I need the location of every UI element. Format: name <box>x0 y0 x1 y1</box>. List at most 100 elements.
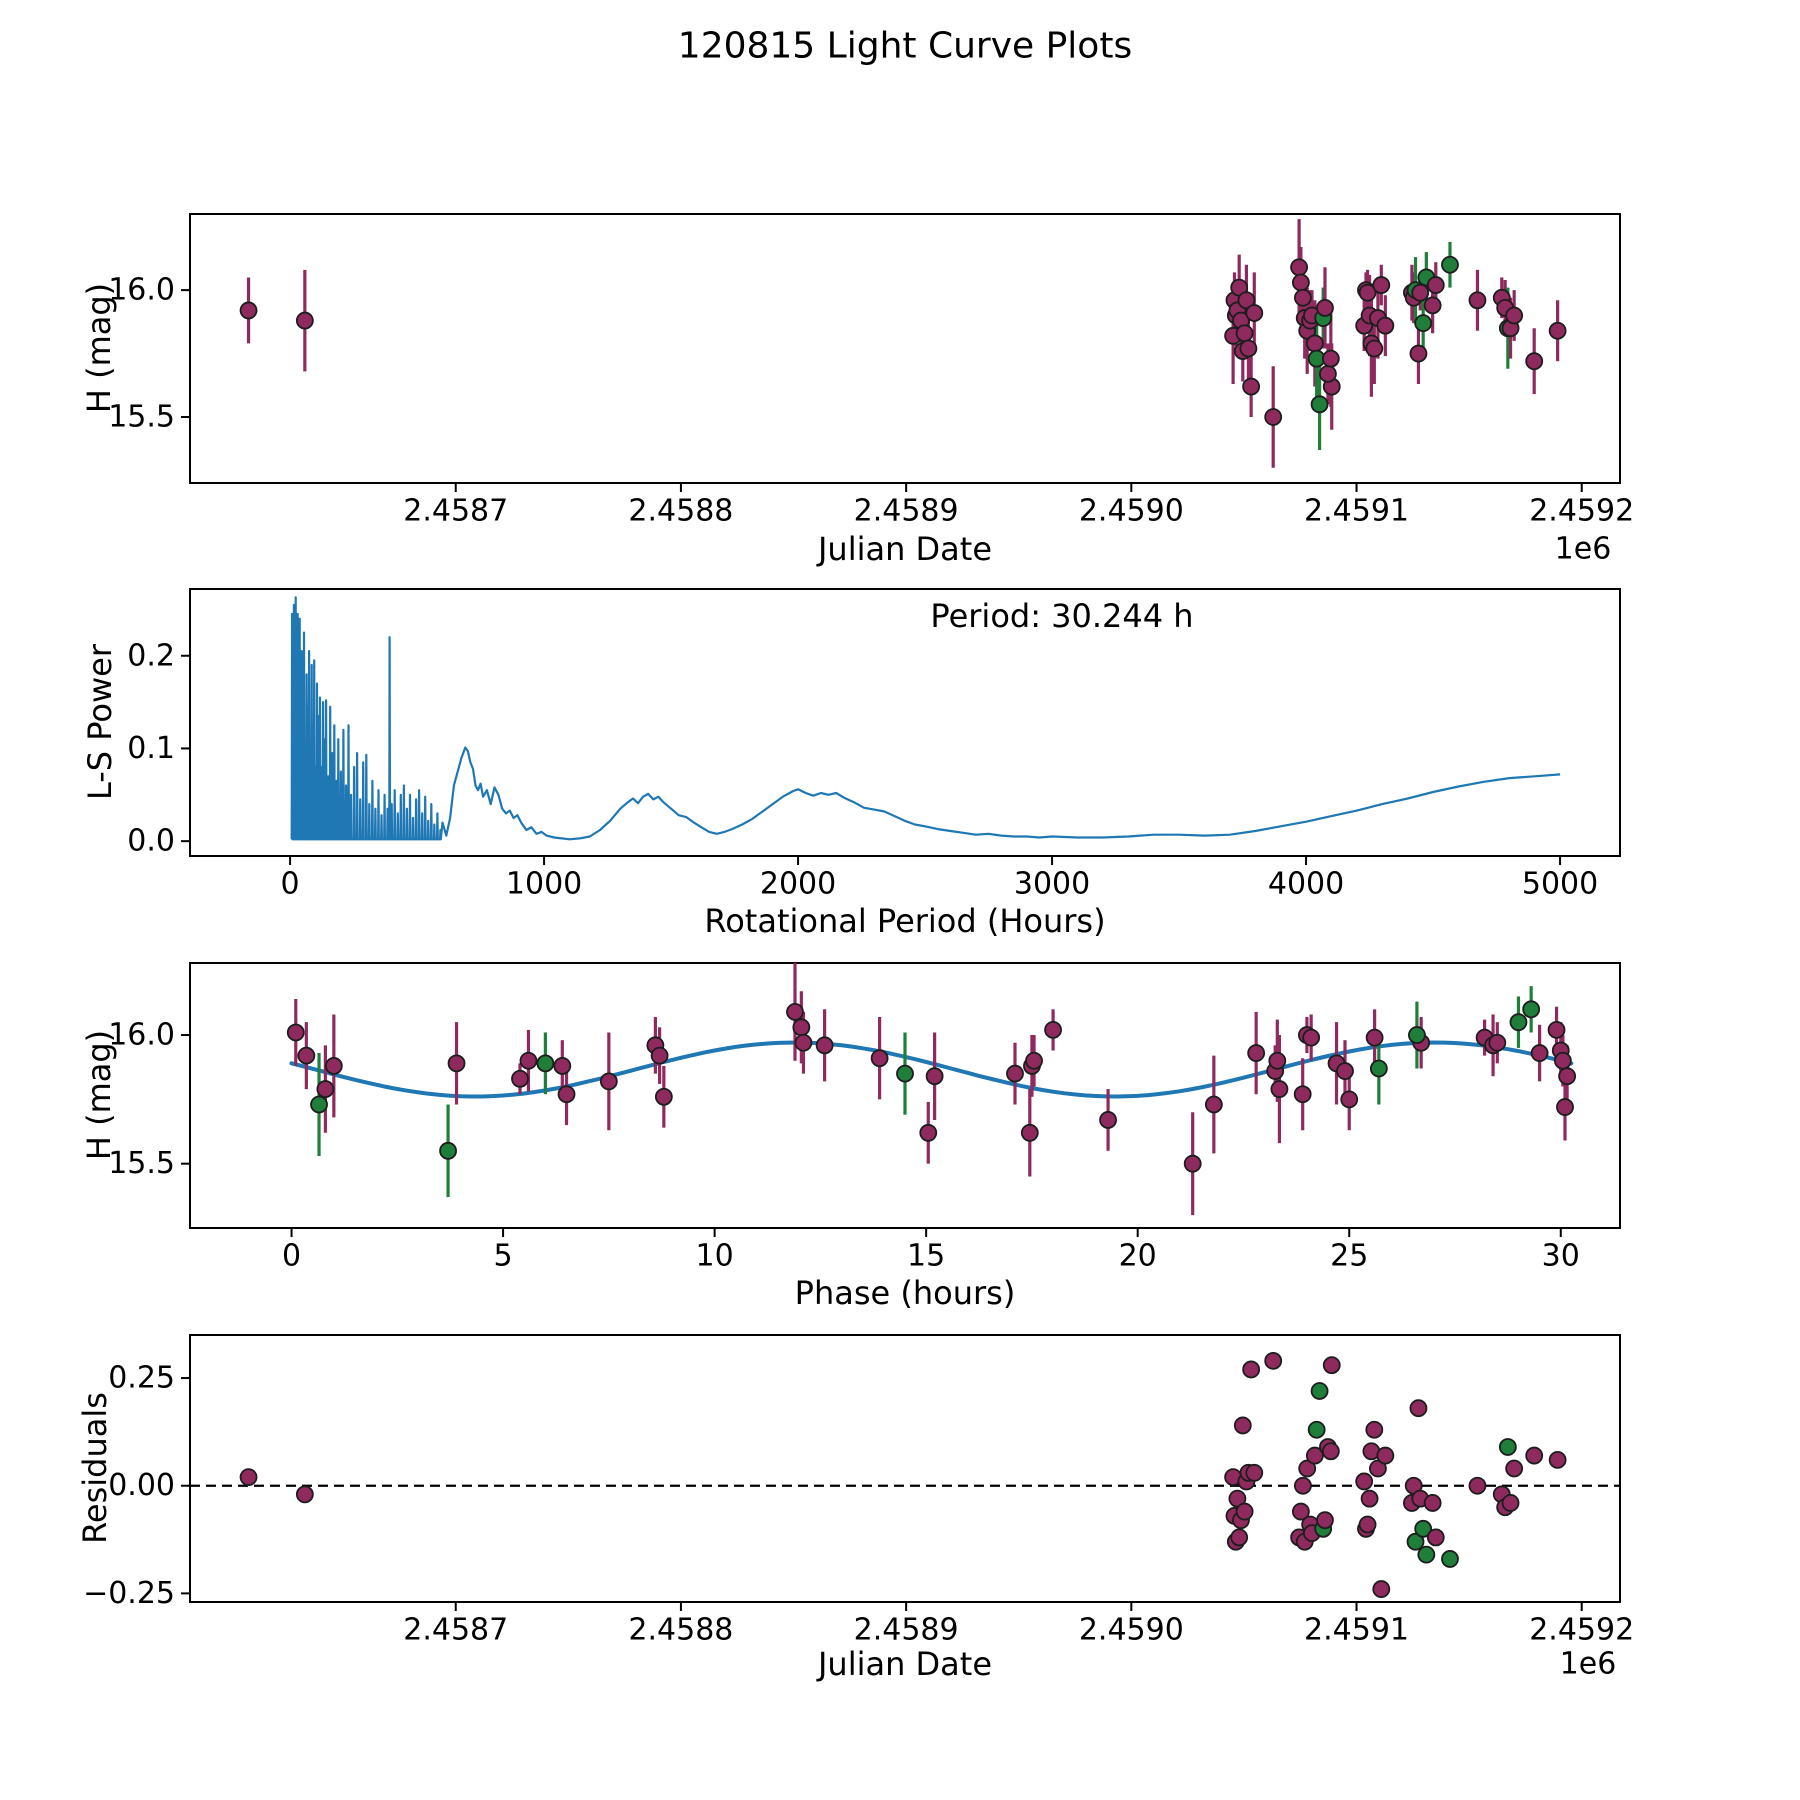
periodogram-ytick-label: 0.1 <box>127 731 175 766</box>
phase-data-point <box>1547 1020 1566 1039</box>
residuals-data-point <box>1264 1351 1283 1370</box>
residuals-data-point <box>1235 1502 1254 1521</box>
residuals-data-point <box>1501 1494 1520 1512</box>
lightcurve-data-point <box>1525 352 1544 371</box>
period-annotation: Period: 30.244 h <box>930 597 1194 635</box>
phase-data-point <box>1302 1028 1321 1047</box>
lightcurve-data-point <box>1321 349 1340 368</box>
phase-data-point <box>439 1141 457 1160</box>
residuals-data-point <box>1233 1416 1252 1435</box>
phase-data-point <box>1099 1111 1117 1129</box>
phase-data-point <box>650 1046 669 1065</box>
phase-data-point <box>1020 1123 1039 1142</box>
phase-ytick-label: 16.0 <box>108 1018 175 1053</box>
residuals-data-point <box>1365 1420 1384 1439</box>
residuals-data-point <box>295 1485 314 1504</box>
residuals-ytick-label: −0.25 <box>83 1576 175 1611</box>
phase-data-point <box>1522 1000 1541 1019</box>
residuals-data-point <box>1417 1545 1436 1564</box>
residuals-data-point <box>1525 1446 1544 1465</box>
phase-data-point <box>310 1095 328 1114</box>
phase-data-point <box>792 1018 811 1037</box>
lightcurve-data-point <box>1316 298 1334 317</box>
residuals-data-point <box>1414 1519 1433 1538</box>
phase-data-point <box>1488 1033 1507 1052</box>
phase-data-point <box>557 1085 576 1104</box>
residuals-data-point <box>1294 1476 1312 1495</box>
phase-data-point <box>925 1067 944 1086</box>
phase-data-point <box>1025 1051 1043 1070</box>
lightcurve-xlabel: Julian Date <box>817 530 993 568</box>
phase-ylabel: H (mag) <box>80 1029 118 1161</box>
residuals-xtick-label: 2.4587 <box>403 1613 508 1648</box>
periodogram-xtick-label: 2000 <box>760 867 836 902</box>
residuals-xtick-label: 2.4589 <box>854 1613 959 1648</box>
phase-data-point <box>1558 1067 1577 1086</box>
residuals-data-point <box>1230 1528 1249 1547</box>
residuals-data-point <box>1316 1511 1334 1530</box>
lightcurve-xtick-label: 2.4590 <box>1079 494 1184 529</box>
phase-data-point <box>1365 1028 1384 1047</box>
periodogram-xtick-label: 0 <box>281 867 300 902</box>
figure-title: 120815 Light Curve Plots <box>677 25 1133 67</box>
residuals-data-point <box>239 1468 258 1487</box>
lightcurve-data-point <box>1468 291 1487 310</box>
residuals-data-point <box>1548 1450 1567 1469</box>
phase-data-point <box>599 1072 618 1091</box>
phase-data-point <box>1340 1090 1359 1109</box>
residuals-data-point <box>1498 1438 1517 1456</box>
lightcurve-data-point <box>1441 255 1459 274</box>
phase-data-point <box>919 1123 938 1142</box>
lightcurve-data-point <box>1423 296 1442 315</box>
residuals-data-point <box>1310 1382 1329 1400</box>
residuals-data-point <box>1305 1446 1324 1465</box>
residuals-data-point <box>1369 1459 1387 1478</box>
phase-data-point <box>519 1051 538 1070</box>
lightcurve-data-point <box>1290 258 1308 277</box>
residuals-data-point <box>1372 1580 1391 1598</box>
residuals-data-point <box>1245 1463 1264 1482</box>
lightcurve-data-point <box>1548 321 1567 340</box>
phase-data-point <box>1408 1026 1426 1044</box>
phase-data-point <box>1530 1044 1549 1062</box>
phase-data-point <box>297 1046 316 1065</box>
phase-data-point <box>870 1049 889 1068</box>
phase-xtick-label: 10 <box>696 1239 734 1274</box>
lightcurve-data-point <box>295 311 314 330</box>
residuals-data-point <box>1298 1459 1317 1478</box>
lightcurve-data-point <box>239 301 258 320</box>
lightcurve-data-point <box>1411 283 1430 302</box>
sinusoid-fit-line <box>289 1040 1574 1099</box>
residuals-xtick-label: 2.4592 <box>1529 1613 1634 1648</box>
residuals-data-point <box>1423 1494 1442 1512</box>
residuals-xlabel: Julian Date <box>817 1645 993 1683</box>
lightcurve-data-point <box>1426 276 1445 294</box>
residuals-axis-offset: 1e6 <box>1559 1646 1617 1682</box>
residuals-xtick-label: 2.4588 <box>628 1613 733 1648</box>
phase-data-point <box>1183 1154 1202 1173</box>
lightcurve-data-point <box>1235 324 1254 343</box>
residuals-plot-area <box>189 1334 1621 1603</box>
phase-xtick-label: 30 <box>1542 1239 1580 1274</box>
lightcurve-data-point <box>1291 273 1310 292</box>
lightcurve-xtick-label: 2.4588 <box>628 494 733 529</box>
phase-data-point <box>1270 1080 1289 1098</box>
lightcurve-data-point <box>1372 276 1391 294</box>
residuals-data-point <box>1441 1550 1459 1568</box>
lightcurve-xtick-label: 2.4591 <box>1304 494 1409 529</box>
residuals-data-point <box>1406 1532 1425 1551</box>
phase-data-point <box>1509 1013 1528 1032</box>
residuals-data-point <box>1321 1442 1340 1461</box>
lightcurve-plot-area <box>189 213 1621 484</box>
residuals-data-point <box>1355 1472 1374 1491</box>
lightcurve-data-point <box>1242 377 1261 396</box>
lightcurve-data-point <box>1310 395 1329 414</box>
lightcurve-data-point <box>1319 364 1337 383</box>
lightcurve-data-point <box>1414 314 1433 333</box>
lightcurve-axis-offset: 1e6 <box>1554 531 1612 567</box>
lightcurve-xtick-label: 2.4589 <box>854 494 959 529</box>
phase-data-point <box>654 1087 673 1106</box>
phase-data-point <box>1044 1020 1062 1039</box>
lightcurve-ylabel: H (mag) <box>80 282 118 414</box>
